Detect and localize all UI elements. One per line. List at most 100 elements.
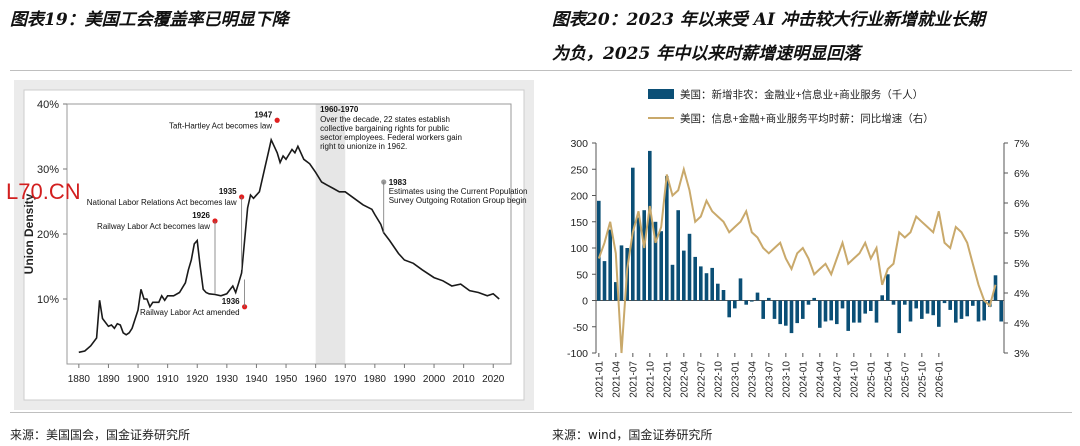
x-tick-label: 2025-10 xyxy=(917,361,928,398)
left-chart-title: 图表19：美国工会覆盖率已明显下降 xyxy=(10,10,289,30)
legend-bar-swatch xyxy=(648,89,674,99)
new-payrolls-bar xyxy=(693,256,697,301)
new-payrolls-bar xyxy=(897,300,901,334)
annotation-year-1960-1970: 1960-1970 xyxy=(320,105,359,114)
right-y-tick-label: 3% xyxy=(1014,348,1029,360)
new-payrolls-bar xyxy=(795,300,799,324)
new-payrolls-bar xyxy=(886,274,890,301)
x-tick-label: 2024-07 xyxy=(832,361,843,398)
union-density-line xyxy=(78,137,500,354)
x-tick-label: 2021-01 xyxy=(594,361,605,398)
legend-bar-label: 美国：新增非农：金融业+信息业+商业服务（千人） xyxy=(680,88,923,101)
new-payrolls-bar xyxy=(682,250,686,301)
annotation-text-1960-1970: Over the decade, 22 states establish xyxy=(320,115,450,124)
new-payrolls-bar xyxy=(597,200,601,301)
x-tick-label: 2010 xyxy=(453,374,476,385)
new-payrolls-bar xyxy=(869,300,873,311)
new-payrolls-bar xyxy=(948,300,952,310)
new-payrolls-bar xyxy=(846,300,850,331)
x-tick-label: 2022-10 xyxy=(713,361,724,398)
new-payrolls-bar xyxy=(710,267,714,301)
new-payrolls-bar xyxy=(727,300,731,318)
new-payrolls-bar xyxy=(665,176,669,301)
x-tick-label: 2022-07 xyxy=(696,361,707,398)
left-y-tick-label: -100 xyxy=(567,348,588,360)
employment-wage-chart: 美国：新增非农：金融业+信息业+商业服务（千人） 美国：信息+金融+商业服务平均时… xyxy=(567,88,1029,398)
annotation-year-1935: 1935 xyxy=(219,187,237,196)
new-payrolls-bar xyxy=(965,300,969,317)
right-chart-title-line2: 为负，2025 年中以来时薪增速明显回落 xyxy=(552,44,861,64)
new-payrolls-bar xyxy=(789,300,794,334)
plot-background xyxy=(23,89,525,401)
x-tick-label: 2023-07 xyxy=(764,361,775,398)
new-payrolls-bar xyxy=(931,300,935,316)
new-payrolls-bar xyxy=(937,300,941,327)
new-payrolls-bar xyxy=(778,300,782,325)
annotation-text-1983: Estimates using the Current Population xyxy=(389,187,528,196)
right-y-tick-label: 7% xyxy=(1014,138,1029,150)
annotation-year-1926: 1926 xyxy=(192,211,210,220)
shaded-decade-1960-1970 xyxy=(315,104,346,364)
new-payrolls-bar xyxy=(976,300,981,322)
x-tick-label: 2025-01 xyxy=(866,361,877,398)
new-payrolls-bar xyxy=(908,300,913,322)
right-y-tick-label: 6% xyxy=(1014,198,1029,210)
x-tick-label: 2023-01 xyxy=(730,361,741,398)
y-tick-label: 10% xyxy=(37,294,59,306)
x-tick-label: 1890 xyxy=(97,374,120,385)
right-y-tick-label: 5% xyxy=(1014,228,1029,240)
new-payrolls-bar xyxy=(716,283,720,301)
new-payrolls-bar xyxy=(676,210,680,301)
right-y-tick-label: 6% xyxy=(1014,168,1029,180)
x-tick-label: 1980 xyxy=(364,374,387,385)
left-y-tick-label: 300 xyxy=(570,138,588,150)
x-tick-label: 1930 xyxy=(216,374,239,385)
y-axis-label: Union Density xyxy=(22,193,36,274)
new-payrolls-bar xyxy=(863,300,867,314)
annotation-year-1947: 1947 xyxy=(254,110,272,119)
new-payrolls-bar xyxy=(738,278,743,301)
new-payrolls-bar xyxy=(874,300,879,323)
x-tick-label: 2021-10 xyxy=(645,361,656,398)
x-tick-label: 2025-07 xyxy=(900,361,911,398)
new-payrolls-bar xyxy=(801,300,805,319)
new-payrolls-bar xyxy=(755,292,760,301)
x-tick-label: 2025-04 xyxy=(883,361,894,398)
x-tick-label: 1970 xyxy=(334,374,357,385)
y-tick-label: 20% xyxy=(37,229,59,241)
x-tick-label: 1990 xyxy=(393,374,416,385)
new-payrolls-bar xyxy=(608,229,612,301)
hourly-wage-growth-line xyxy=(597,165,997,354)
new-payrolls-bar xyxy=(806,300,811,305)
annotation-marker-1947 xyxy=(274,117,280,123)
right-y-tick-label: 4% xyxy=(1014,288,1029,300)
x-tick-label: 2022-01 xyxy=(662,361,673,398)
x-tick-label: 2000 xyxy=(423,374,446,385)
x-tick-label: 1910 xyxy=(157,374,180,385)
right-y-tick-label: 4% xyxy=(1014,318,1029,330)
annotation-year-1936: 1936 xyxy=(222,297,240,306)
new-payrolls-bar xyxy=(925,300,930,314)
new-payrolls-bar xyxy=(648,150,652,301)
new-payrolls-bar xyxy=(721,290,726,301)
left-y-tick-label: 250 xyxy=(570,164,588,176)
left-y-tick-label: 50 xyxy=(576,269,588,281)
new-payrolls-bar xyxy=(914,300,918,309)
new-payrolls-bar xyxy=(636,217,641,301)
new-payrolls-bar xyxy=(733,300,737,309)
x-tick-label: 1900 xyxy=(127,374,150,385)
title-divider xyxy=(10,70,1072,71)
y-tick-label: 30% xyxy=(37,164,59,176)
right-y-tick-label: 5% xyxy=(1014,258,1029,270)
x-tick-label: 2024-10 xyxy=(849,361,860,398)
right-chart-title-line1: 图表20：2023 年以来受 AI 冲击较大行业新增就业长期 xyxy=(552,10,985,30)
union-density-chart: 10% 20% 30% 40% 1880 1890 1900 1910 1920 1930 1940… xyxy=(14,80,534,410)
legend-line-label: 美国：信息+金融+商业服务平均时薪：同比增速（右） xyxy=(680,112,934,125)
new-payrolls-bar xyxy=(840,300,845,309)
annotation-year-1983: 1983 xyxy=(389,178,407,187)
new-payrolls-bar xyxy=(982,300,986,321)
new-payrolls-bar xyxy=(767,297,771,301)
new-payrolls-bar xyxy=(829,300,833,321)
new-payrolls-bar xyxy=(659,231,663,301)
new-payrolls-bar xyxy=(959,300,964,319)
